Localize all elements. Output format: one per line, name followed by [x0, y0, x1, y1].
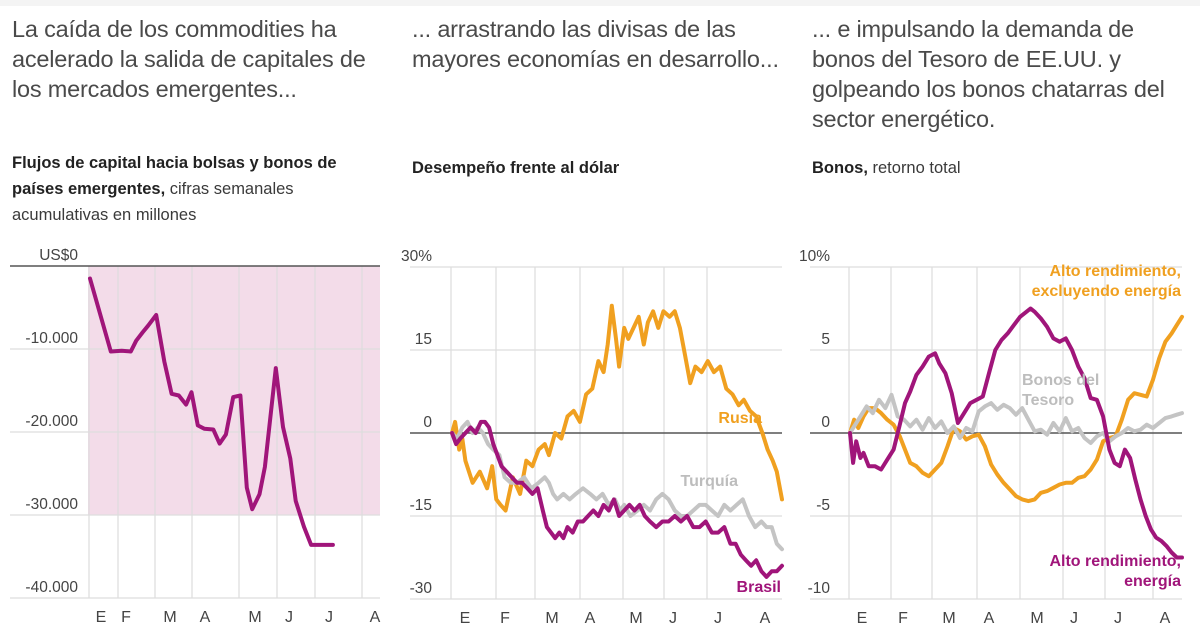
x-tick-label: A: [760, 610, 771, 627]
y-tick-label: -20.000: [25, 413, 78, 430]
x-tick-label: A: [1160, 610, 1171, 627]
bond-returns-chart: 10% 5 0 -5 -10 E F M A M J J A Alto rendimiento, exclu…: [799, 248, 1184, 627]
headline: La caída de los commodities ha acelerado…: [12, 16, 366, 102]
x-tick-label: A: [370, 609, 381, 626]
x-tick-label: F: [898, 610, 908, 627]
chart-title-bold: Desempeño frente al dólar: [412, 159, 620, 177]
x-tick-label: M: [1030, 610, 1043, 627]
x-tick-label: A: [984, 610, 995, 627]
x-tick-label: J: [325, 609, 333, 626]
label-turquia: Turquía: [681, 473, 739, 490]
label-treasury-line2: Tesoro: [1022, 392, 1074, 409]
x-tick-label: A: [585, 610, 596, 627]
x-tick-label: J: [1114, 610, 1122, 627]
shaded-area: [88, 266, 380, 515]
x-tick-label: M: [942, 610, 955, 627]
x-tick-label: M: [163, 609, 176, 626]
label-high-yield-ex-energy-line1: Alto rendimiento,: [1049, 263, 1181, 280]
chart-subtitle: Desempeño frente al dólar: [412, 155, 792, 181]
y-tick-label: 30%: [401, 248, 432, 265]
label-high-yield-ex-energy-line2: excluyendo energía: [1032, 283, 1181, 300]
y-tick-label: -30.000: [25, 496, 78, 513]
y-tick-label: -5: [816, 497, 830, 514]
chart-title-bold: Bonos,: [812, 159, 868, 177]
capital-flows-chart: US$0 -10.000 -20.000 -30.000 -40.000 E F M A M J J A: [10, 247, 381, 626]
y-tick-label: -30: [410, 580, 433, 597]
series-line-rusia: [450, 303, 784, 513]
x-tick-label: M: [629, 610, 642, 627]
label-brasil: Brasil: [737, 579, 781, 596]
label-high-yield-energy-line1: Alto rendimiento,: [1049, 553, 1181, 570]
y-tick-label: 0: [423, 414, 432, 431]
x-tick-label: M: [545, 610, 558, 627]
y-tick-label: -10.000: [25, 330, 78, 347]
x-tick-label: J: [285, 609, 293, 626]
chart-title-rest: retorno total: [867, 159, 961, 177]
label-rusia: Rusia: [718, 410, 762, 427]
panel-bonds: ... e impulsando la demanda de bonos del…: [799, 0, 1200, 630]
y-tick-label: -10: [808, 580, 831, 597]
headline: ... e impulsando la demanda de bonos del…: [812, 16, 1165, 132]
panel-currencies: ... arrastrando las divisas de las mayor…: [400, 0, 800, 630]
x-tick-label: M: [248, 609, 261, 626]
label-treasury-line1: Bonos del: [1022, 372, 1099, 389]
y-tick-label: 0: [821, 414, 830, 431]
x-tick-label: F: [500, 610, 510, 627]
top-strip: [0, 0, 1200, 6]
x-tick-label: J: [1070, 610, 1078, 627]
series-line-bonos-del-tesoro: [848, 392, 1184, 445]
x-tick-label: E: [96, 609, 107, 626]
panel-capital-flows: La caída de los commodities ha acelerado…: [0, 0, 400, 630]
y-tick-label: 5: [821, 331, 830, 348]
series-line-brasil: [450, 419, 784, 579]
headline: ... arrastrando las divisas de las mayor…: [412, 16, 779, 72]
x-tick-label: F: [121, 609, 131, 626]
x-tick-label: J: [669, 610, 677, 627]
y-tick-label: -40.000: [25, 579, 78, 596]
y-tick-label: 10%: [799, 248, 830, 265]
series-line-flujos-de-capital: [88, 276, 335, 547]
x-tick-label: E: [460, 610, 471, 627]
chart-title-rest: cifras semanales acumulativas en millone…: [12, 180, 294, 224]
y-tick-label: 15: [415, 331, 432, 348]
series-line-alto-rendimiento-excluyendo-energ-a: [848, 314, 1184, 504]
label-high-yield-energy-line2: energía: [1124, 573, 1181, 590]
chart-subtitle: Flujos de capital hacia bolsas y bonos d…: [12, 150, 392, 228]
chart-subtitle: Bonos, retorno total: [812, 155, 1192, 181]
y-tick-label: -15: [410, 497, 432, 514]
x-tick-label: E: [857, 610, 868, 627]
x-tick-label: J: [714, 610, 722, 627]
currency-performance-chart: 30% 15 0 -15 -30 E F M A M J J A Rusia Turquía Brasil: [401, 248, 784, 627]
x-tick-label: A: [200, 609, 211, 626]
chart-title-bold: Flujos de capital hacia bolsas y bonos d…: [12, 154, 337, 198]
series-line-alto-rendimiento-energ-a: [848, 306, 1184, 560]
y-tick-label: US$0: [39, 247, 78, 264]
